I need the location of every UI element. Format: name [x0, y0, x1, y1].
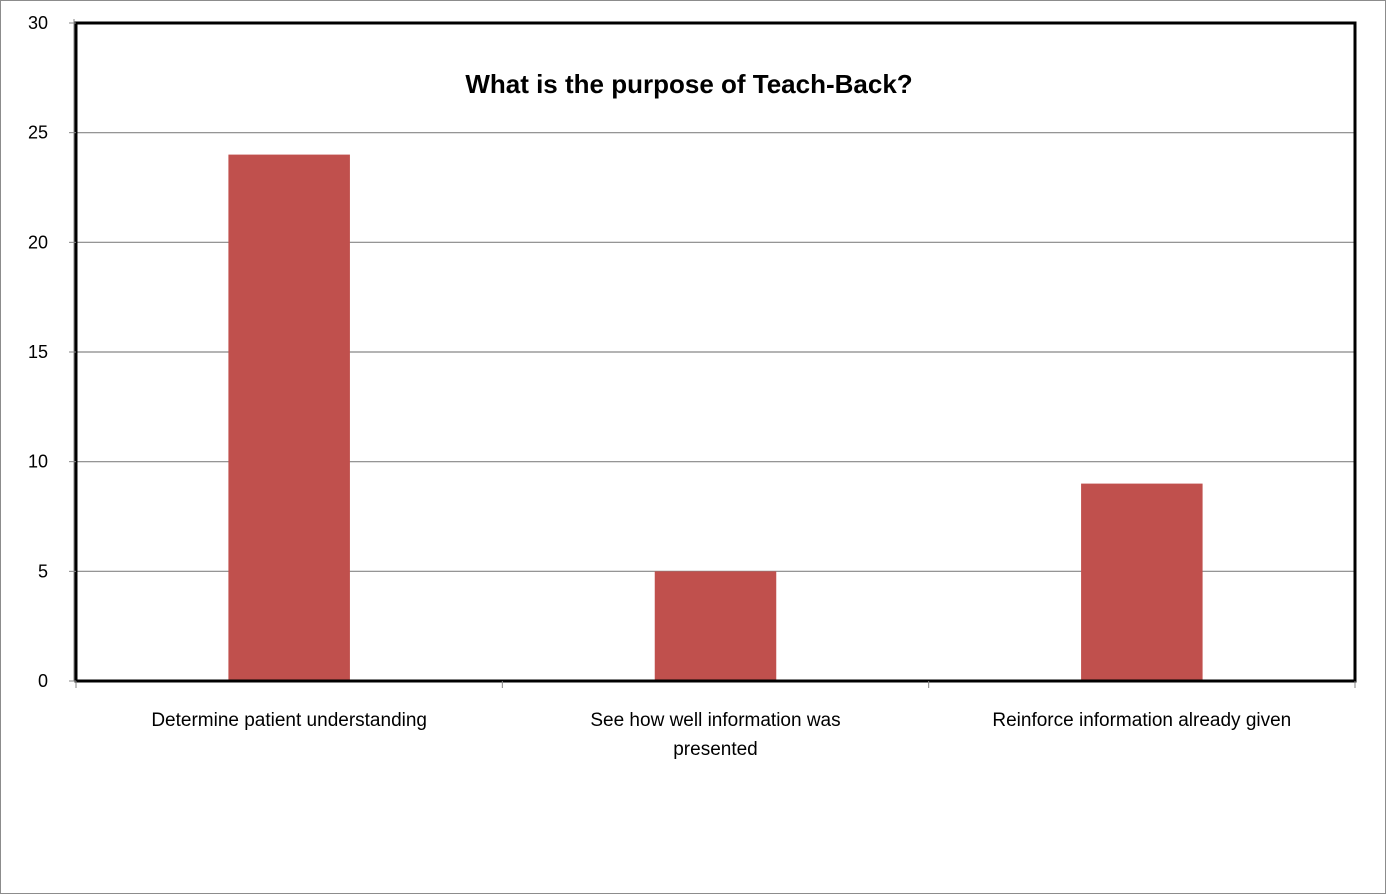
- y-tick-label-15: 15: [28, 342, 48, 362]
- x-tick-label-3: Reinforce information already given: [992, 710, 1291, 731]
- x-tick-label-1: Determine patient understanding: [151, 710, 427, 731]
- x-tick-label-2-line-2: presented: [673, 739, 758, 760]
- bar-1: [228, 154, 350, 682]
- bar-3: [1081, 483, 1203, 681]
- y-tick-label-10: 10: [28, 452, 48, 472]
- y-tick-label-20: 20: [28, 232, 48, 252]
- y-tick-label-30: 30: [28, 13, 48, 33]
- y-tick-label-0: 0: [38, 671, 48, 691]
- y-tick-label-5: 5: [38, 561, 48, 581]
- x-tick-label-2: See how well information was: [590, 710, 840, 731]
- bar-2: [654, 571, 777, 681]
- y-tick-label-25: 25: [28, 123, 48, 143]
- chart-title: What is the purpose of Teach-Back?: [465, 69, 912, 99]
